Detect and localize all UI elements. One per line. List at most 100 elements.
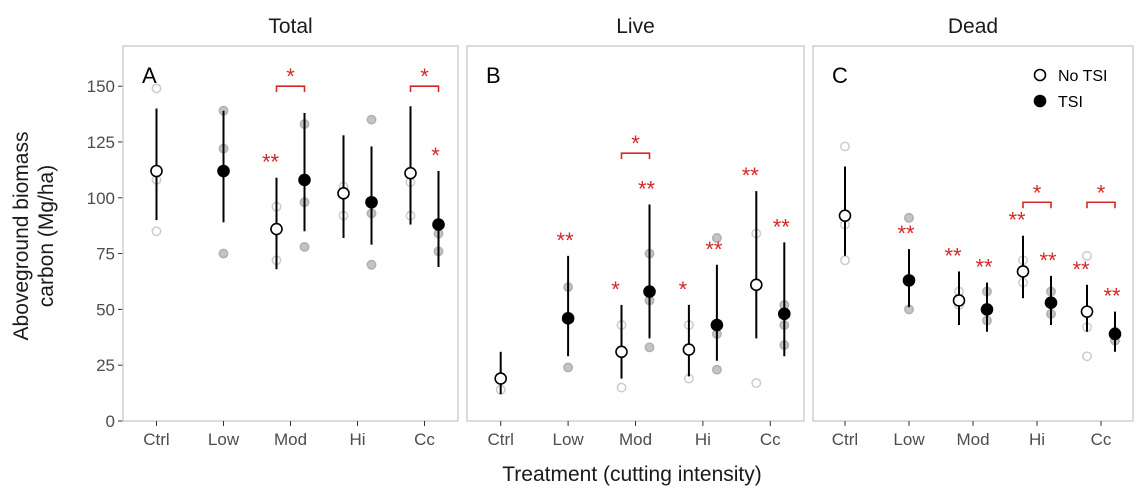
x-tick-label: Cc xyxy=(760,430,781,449)
mean-point-no-tsi xyxy=(952,294,966,307)
panel-title: Dead xyxy=(948,15,998,38)
significance-label: ** xyxy=(975,255,993,280)
x-tick-label: Cc xyxy=(414,430,435,449)
panel-letter: B xyxy=(486,63,501,88)
group-mod-no-tsi: ** xyxy=(262,150,283,270)
raw-data-point xyxy=(218,248,229,259)
significance-label: ** xyxy=(944,243,962,268)
y-tick-label: 25 xyxy=(96,356,115,375)
legend-label: TSI xyxy=(1058,94,1083,111)
significance-label: ** xyxy=(1072,257,1090,282)
mean-point-tsi xyxy=(217,164,230,178)
significance-label: ** xyxy=(742,163,760,188)
panel-letter: C xyxy=(832,63,848,88)
raw-data-point xyxy=(151,226,162,237)
group-cc-tsi: ** xyxy=(1103,284,1122,352)
x-tick-label: Hi xyxy=(349,430,365,449)
raw-data-point xyxy=(840,141,850,152)
x-tick-label: Ctrl xyxy=(487,430,513,449)
significance-label: ** xyxy=(557,228,575,253)
x-tick-label: Mod xyxy=(619,430,652,449)
group-mod-no-tsi: * xyxy=(611,277,628,393)
x-tick-label: Mod xyxy=(274,430,307,449)
mean-point-tsi xyxy=(1044,296,1058,309)
significance-label: ** xyxy=(1008,208,1026,233)
raw-data-point xyxy=(711,364,722,375)
x-tick-label: Hi xyxy=(695,430,711,449)
raw-data-point xyxy=(366,114,377,125)
significance-label: * xyxy=(679,277,688,302)
group-ctrl-no-tsi xyxy=(150,83,163,237)
y-axis-title-line-2: carbon (Mg/ha) xyxy=(35,165,58,307)
group-hi-no-tsi: * xyxy=(679,277,696,384)
significance-label: ** xyxy=(705,237,723,262)
panel-letter: A xyxy=(142,63,157,88)
bracket-label: * xyxy=(631,131,640,156)
group-low-tsi xyxy=(217,105,230,259)
mean-point-no-tsi xyxy=(150,164,163,178)
mean-point-no-tsi xyxy=(404,166,417,180)
mean-point-tsi xyxy=(298,173,311,187)
x-tick-label: Cc xyxy=(1091,430,1112,449)
raw-data-point xyxy=(616,382,627,393)
bracket-line xyxy=(1022,201,1052,209)
x-tick-label: Low xyxy=(893,430,925,449)
legend: No TSI TSI xyxy=(1033,68,1108,111)
bracket-line xyxy=(275,85,306,93)
mean-point-no-tsi xyxy=(749,278,763,292)
significance-label: * xyxy=(431,143,440,168)
mean-point-no-tsi xyxy=(494,372,508,385)
bracket-label: * xyxy=(286,64,295,89)
legend-label: No TSI xyxy=(1058,68,1108,85)
x-tick-label: Hi xyxy=(1029,430,1045,449)
bracket-line xyxy=(409,85,440,93)
legend-marker-tsi xyxy=(1033,94,1047,108)
mean-point-tsi xyxy=(432,218,445,231)
bracket-label: * xyxy=(1033,180,1042,205)
mean-point-no-tsi xyxy=(682,343,696,356)
significance-bracket: * xyxy=(409,64,440,93)
raw-data-point xyxy=(644,342,655,353)
x-axis-title: Treatment (cutting intensity) xyxy=(502,463,762,486)
group-cc-tsi: ** xyxy=(773,214,791,357)
group-low-tsi: ** xyxy=(897,212,916,315)
group-hi-tsi xyxy=(365,114,378,270)
bracket-line xyxy=(1086,201,1116,209)
significance-label: ** xyxy=(262,150,280,175)
significance-label: * xyxy=(611,277,620,302)
raw-data-point xyxy=(840,255,850,266)
panel-title: Total xyxy=(268,15,312,38)
raw-data-point xyxy=(563,362,574,373)
raw-data-point xyxy=(904,212,914,223)
group-mod-no-tsi: ** xyxy=(944,243,966,326)
raw-data-point xyxy=(366,259,377,270)
mean-point-tsi xyxy=(365,195,378,209)
mean-point-tsi xyxy=(643,285,656,298)
mean-point-tsi xyxy=(561,312,575,325)
panel-frame xyxy=(812,45,1134,422)
raw-data-point xyxy=(1082,250,1092,261)
mean-point-tsi xyxy=(777,307,791,321)
y-tick-label: 150 xyxy=(87,77,115,96)
mean-point-no-tsi xyxy=(1016,265,1030,278)
panel-frame xyxy=(466,45,805,422)
x-tick-label: Low xyxy=(208,430,240,449)
raw-data-point xyxy=(711,233,722,243)
raw-data-point xyxy=(151,83,162,94)
group-hi-no-tsi: ** xyxy=(1008,208,1030,299)
raw-data-point xyxy=(751,378,762,389)
significance-label: ** xyxy=(638,176,656,201)
bracket-line xyxy=(620,152,651,160)
significance-bracket: * xyxy=(1022,180,1052,209)
x-tick-label: Ctrl xyxy=(143,430,169,449)
significance-label: ** xyxy=(1103,284,1121,309)
group-mod-tsi: ** xyxy=(638,176,656,353)
y-tick-label: 75 xyxy=(96,245,115,264)
mean-point-tsi xyxy=(980,303,994,316)
group-low-tsi: ** xyxy=(557,228,575,373)
group-mod-tsi xyxy=(298,112,311,252)
